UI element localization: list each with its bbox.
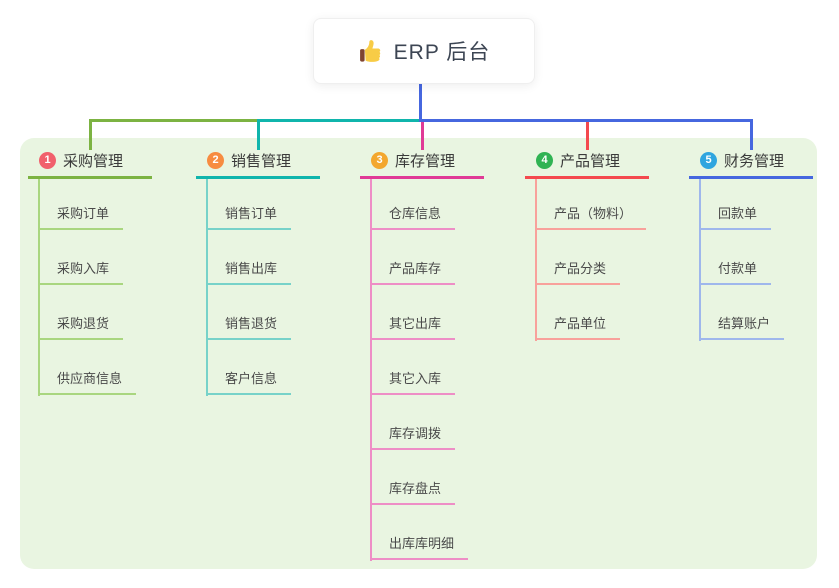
child-node[interactable]: 回款单 <box>699 203 772 230</box>
child-node[interactable]: 结算账户 <box>699 313 785 340</box>
branch-underline-3 <box>360 176 484 179</box>
child-node[interactable]: 出库库明细 <box>370 533 469 560</box>
branch-underline-4 <box>525 176 649 179</box>
branch-label-1: 采购管理 <box>63 152 124 170</box>
child-node[interactable]: 库存盘点 <box>370 478 456 505</box>
mindmap-canvas <box>20 138 817 569</box>
branch-label-4: 产品管理 <box>560 152 621 170</box>
branch-drop-line-3 <box>420 122 424 150</box>
branch-number-badge-2: 2 <box>207 151 224 169</box>
child-node[interactable]: 销售出库 <box>206 258 292 285</box>
child-spine-line-1 <box>38 179 40 396</box>
child-node[interactable]: 付款单 <box>699 258 772 285</box>
child-node[interactable]: 产品（物料） <box>535 203 647 230</box>
branch-number-badge-1: 1 <box>39 151 56 169</box>
branch-node-1[interactable]: 1 采购管理 <box>28 147 152 173</box>
branch-node-3[interactable]: 3 库存管理 <box>360 147 484 173</box>
thumbs-up-icon <box>359 39 380 62</box>
child-node[interactable]: 产品单位 <box>535 313 621 340</box>
branch-number-badge-5: 5 <box>700 151 717 169</box>
branch-drop-line-5 <box>749 119 753 150</box>
child-node[interactable]: 销售订单 <box>206 203 292 230</box>
branch-drop-line-4 <box>585 122 589 150</box>
child-node[interactable]: 其它出库 <box>370 313 456 340</box>
branch-underline-1 <box>28 176 152 179</box>
root-node-label: ERP 后台 <box>393 41 491 64</box>
child-node[interactable]: 销售退货 <box>206 313 292 340</box>
child-spine-line-5 <box>699 179 701 341</box>
branch-underline-2 <box>196 176 320 179</box>
top-horizontal-segment-teal <box>256 119 422 122</box>
child-node[interactable]: 产品分类 <box>535 258 621 285</box>
branch-number-badge-4: 4 <box>536 151 553 169</box>
root-node-erp[interactable]: ERP 后台 <box>313 18 535 84</box>
branch-drop-line-2 <box>256 119 260 150</box>
top-horizontal-segment-green <box>88 119 260 122</box>
branch-underline-5 <box>689 176 813 179</box>
branch-number-badge-3: 3 <box>371 151 388 169</box>
root-connector-vertical <box>418 83 422 119</box>
child-node[interactable]: 产品库存 <box>370 258 456 285</box>
child-node[interactable]: 仓库信息 <box>370 203 456 230</box>
child-node[interactable]: 库存调拨 <box>370 423 456 450</box>
branch-node-5[interactable]: 5 财务管理 <box>689 147 813 173</box>
child-node[interactable]: 采购退货 <box>38 313 124 340</box>
top-horizontal-segment-blue <box>418 119 753 122</box>
branch-node-2[interactable]: 2 销售管理 <box>196 147 320 173</box>
child-spine-line-4 <box>535 179 537 341</box>
branch-node-4[interactable]: 4 产品管理 <box>525 147 649 173</box>
child-node[interactable]: 供应商信息 <box>38 368 137 395</box>
branch-label-2: 销售管理 <box>231 152 292 170</box>
branch-label-3: 库存管理 <box>395 152 456 170</box>
child-spine-line-3 <box>370 179 372 561</box>
child-node[interactable]: 采购入库 <box>38 258 124 285</box>
branch-drop-line-1 <box>88 119 92 150</box>
child-node[interactable]: 其它入库 <box>370 368 456 395</box>
child-spine-line-2 <box>206 179 208 396</box>
branch-label-5: 财务管理 <box>724 152 785 170</box>
child-node[interactable]: 客户信息 <box>206 368 292 395</box>
child-node[interactable]: 采购订单 <box>38 203 124 230</box>
